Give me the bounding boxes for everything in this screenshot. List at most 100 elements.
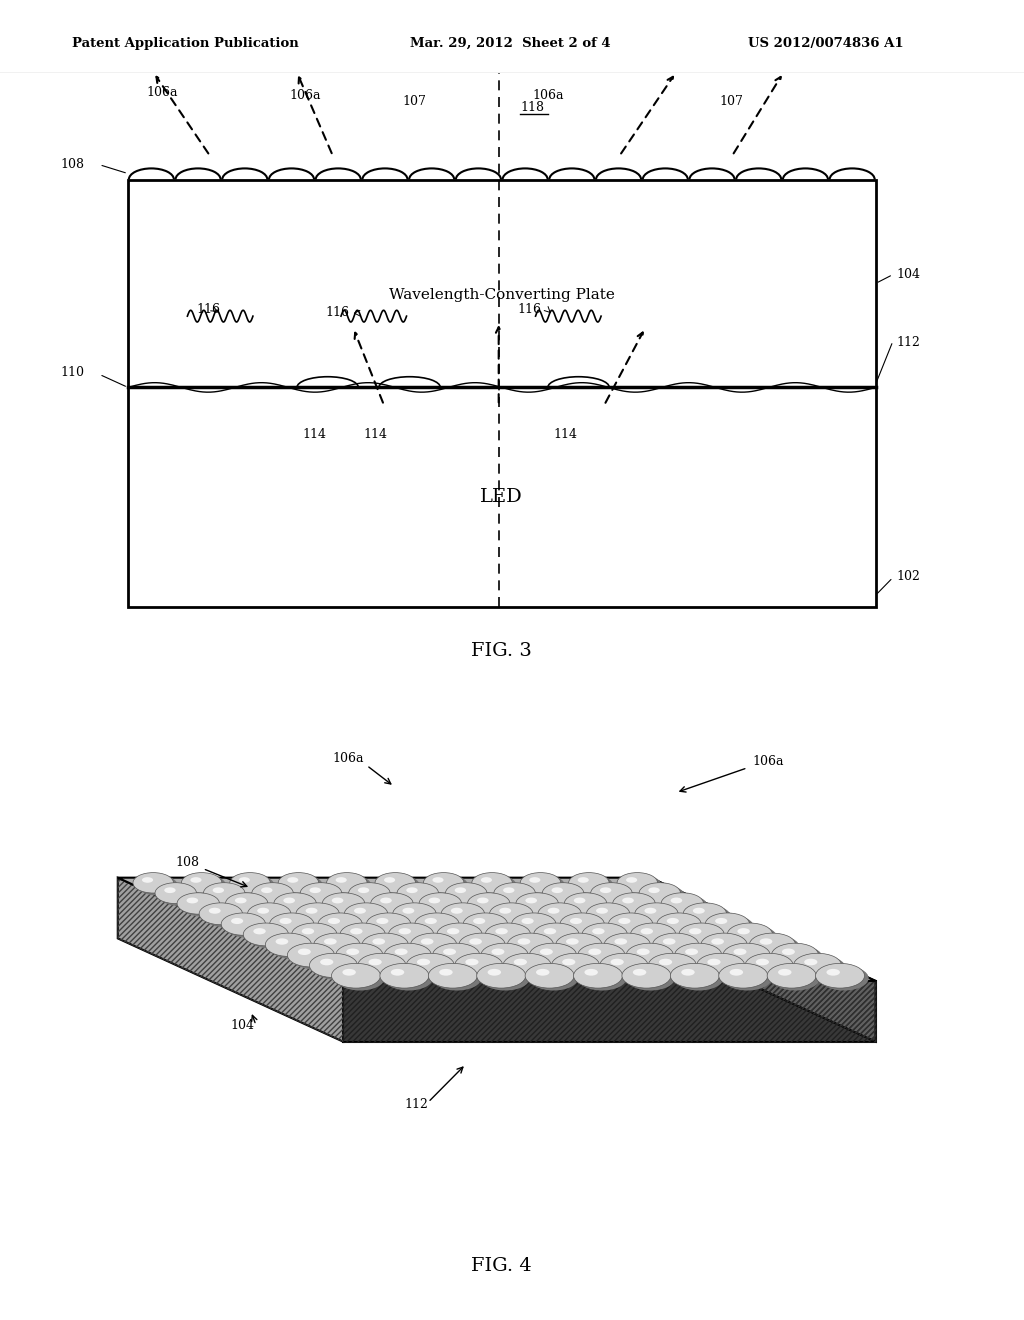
Ellipse shape [472,873,512,894]
Ellipse shape [287,878,298,883]
Ellipse shape [687,906,731,927]
Ellipse shape [745,953,794,978]
Text: 114: 114 [364,428,387,441]
Ellipse shape [578,966,627,990]
Ellipse shape [164,887,176,894]
Ellipse shape [771,944,818,968]
Ellipse shape [507,956,555,979]
Ellipse shape [437,923,482,946]
Ellipse shape [401,886,442,906]
Ellipse shape [826,969,840,975]
Ellipse shape [538,925,583,948]
Ellipse shape [568,895,611,916]
Ellipse shape [279,873,318,894]
Ellipse shape [292,945,339,969]
Ellipse shape [340,945,387,969]
Ellipse shape [693,908,705,913]
Ellipse shape [269,913,314,936]
Ellipse shape [775,945,822,969]
Ellipse shape [626,878,637,883]
Ellipse shape [376,917,388,924]
Ellipse shape [644,908,656,913]
Ellipse shape [564,915,608,937]
Ellipse shape [317,936,364,958]
Ellipse shape [244,923,289,946]
Text: Mar. 29, 2012  Sheet 2 of 4: Mar. 29, 2012 Sheet 2 of 4 [410,37,610,50]
Ellipse shape [648,887,659,894]
Ellipse shape [494,883,536,904]
Ellipse shape [767,964,816,989]
Ellipse shape [631,923,676,946]
Ellipse shape [723,944,770,968]
Ellipse shape [331,875,372,895]
Ellipse shape [591,906,634,927]
Ellipse shape [679,923,724,946]
Bar [128,180,876,607]
Ellipse shape [608,936,654,958]
Ellipse shape [177,892,219,915]
Ellipse shape [336,878,347,883]
Ellipse shape [428,964,477,989]
Ellipse shape [675,944,722,968]
Ellipse shape [252,883,293,904]
Ellipse shape [384,944,431,968]
Ellipse shape [407,887,418,894]
Ellipse shape [231,917,244,924]
Text: 106a: 106a [146,86,177,99]
Ellipse shape [681,969,694,975]
Ellipse shape [503,953,551,978]
Ellipse shape [300,906,343,927]
Ellipse shape [511,936,558,958]
Text: US 2012/0074836 A1: US 2012/0074836 A1 [748,37,903,50]
Ellipse shape [560,936,606,958]
Ellipse shape [489,925,535,948]
Text: Patent Application Publication: Patent Application Publication [72,37,298,50]
Ellipse shape [419,892,462,915]
Ellipse shape [292,923,337,946]
Ellipse shape [398,928,411,935]
Ellipse shape [441,903,484,925]
Ellipse shape [517,939,530,945]
Ellipse shape [393,903,436,925]
Ellipse shape [660,915,706,937]
Ellipse shape [328,917,340,924]
Ellipse shape [516,892,558,915]
Ellipse shape [459,933,505,957]
Ellipse shape [633,969,646,975]
Ellipse shape [544,928,556,935]
Ellipse shape [350,928,362,935]
Ellipse shape [348,906,392,927]
Ellipse shape [570,917,582,924]
Ellipse shape [671,964,719,989]
Ellipse shape [265,933,311,957]
Ellipse shape [525,964,574,989]
Ellipse shape [304,886,346,906]
Ellipse shape [656,913,701,936]
Ellipse shape [600,953,648,978]
Ellipse shape [417,958,430,965]
Polygon shape [650,878,876,1041]
Ellipse shape [203,906,247,927]
Ellipse shape [659,958,672,965]
Ellipse shape [481,878,492,883]
Ellipse shape [252,906,295,927]
Ellipse shape [489,903,532,925]
Ellipse shape [190,878,202,883]
Ellipse shape [455,887,466,894]
Ellipse shape [556,956,603,979]
Ellipse shape [427,875,468,895]
Ellipse shape [595,886,636,906]
Ellipse shape [302,928,314,935]
Ellipse shape [750,956,798,979]
Ellipse shape [451,908,463,913]
Ellipse shape [388,945,435,969]
Ellipse shape [771,966,820,990]
Ellipse shape [727,945,774,969]
Ellipse shape [616,895,659,916]
Ellipse shape [371,892,413,915]
Ellipse shape [585,969,598,975]
Ellipse shape [637,949,649,956]
Text: 102: 102 [896,570,920,583]
Ellipse shape [234,898,247,903]
Ellipse shape [432,944,479,968]
